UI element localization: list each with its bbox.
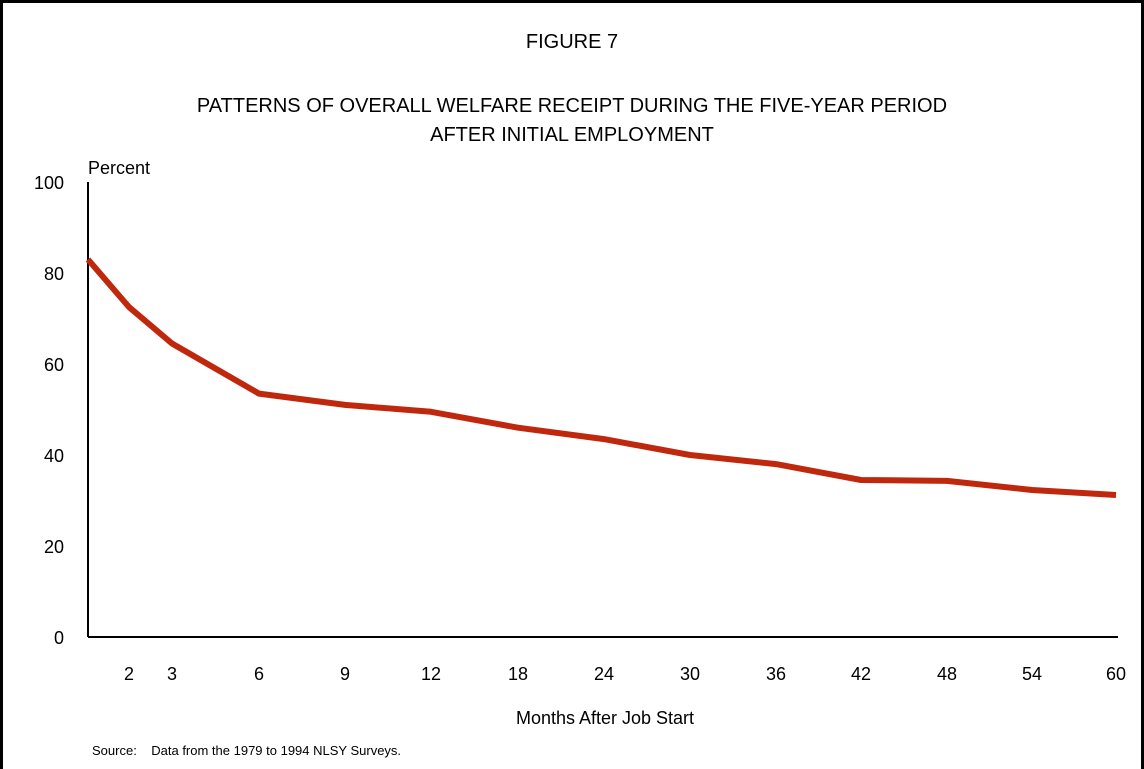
x-tick-label: 42: [851, 664, 871, 684]
series-line: [85, 257, 1117, 498]
y-tick-label: 100: [34, 173, 64, 193]
y-tick-labels: 0 20 40 60 80 100: [34, 173, 64, 648]
x-tick-label: 3: [167, 664, 177, 684]
y-tick-label: 80: [44, 264, 64, 284]
x-tick-label: 12: [421, 664, 441, 684]
x-tick-labels: 2 3 6 9 12 18 24 30 36 42 48 54 60: [124, 664, 1126, 684]
x-tick-label: 54: [1022, 664, 1042, 684]
x-tick-label: 2: [124, 664, 134, 684]
x-tick-label: 24: [594, 664, 614, 684]
chart-title-line-1: PATTERNS OF OVERALL WELFARE RECEIPT DURI…: [197, 95, 947, 117]
source-note: Source: Data from the 1979 to 1994 NLSY …: [92, 743, 401, 758]
x-tick-label: 48: [937, 664, 957, 684]
y-tick-label: 0: [54, 628, 64, 648]
y-tick-label: 20: [44, 537, 64, 557]
x-axis-title: Months After Job Start: [516, 708, 694, 728]
axes: [87, 182, 1118, 638]
y-tick-label: 60: [44, 355, 64, 375]
x-tick-label: 36: [766, 664, 786, 684]
x-tick-label: 9: [340, 664, 350, 684]
x-tick-label: 60: [1106, 664, 1126, 684]
chart-title-line-2: AFTER INITIAL EMPLOYMENT: [430, 124, 714, 146]
y-axis-title: Percent: [88, 158, 150, 178]
series-layer: [85, 257, 1117, 498]
x-tick-label: 30: [680, 664, 700, 684]
figure-label: FIGURE 7: [526, 31, 618, 53]
x-tick-label: 18: [508, 664, 528, 684]
x-tick-label: 6: [254, 664, 264, 684]
y-tick-label: 40: [44, 446, 64, 466]
